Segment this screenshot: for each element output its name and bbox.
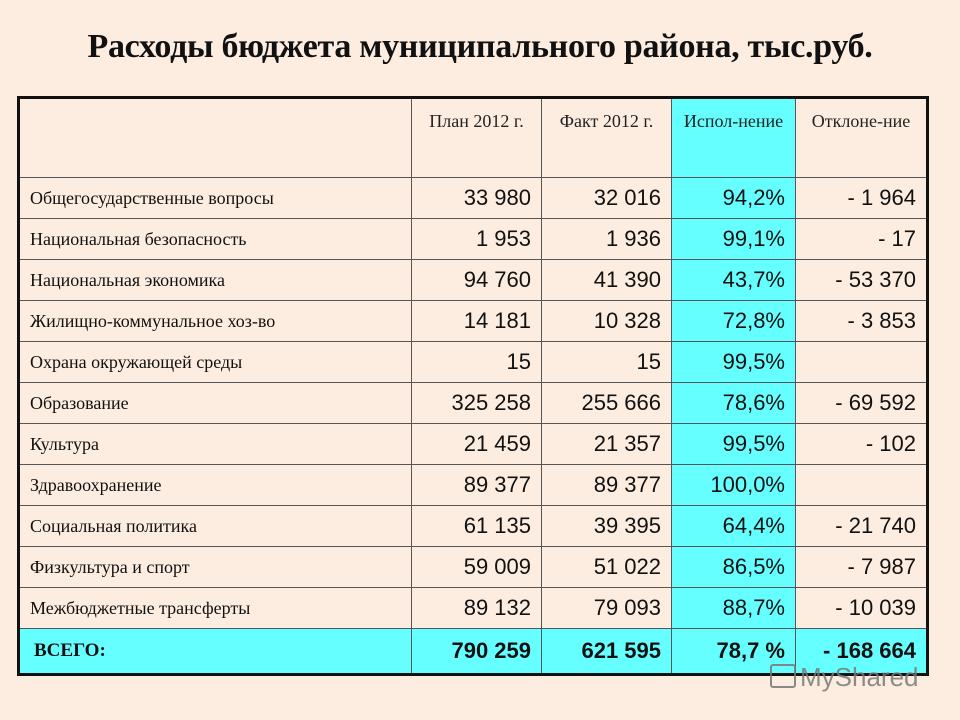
table-row: Культура 21 459 21 357 99,5% - 102 — [18, 423, 928, 465]
header-dev: Отклоне-ние — [795, 97, 928, 178]
row-label: Здравоохранение — [18, 464, 412, 506]
cell-dev: - 3 853 — [795, 300, 928, 342]
cell-plan: 1 953 — [411, 218, 542, 260]
row-label: Культура — [18, 423, 412, 465]
cell-exec: 94,2% — [671, 177, 796, 219]
cell-fact: 1 936 — [541, 218, 672, 260]
cell-fact: 255 666 — [541, 382, 672, 424]
total-exec: 78,7 % — [671, 628, 796, 675]
cell-fact: 32 016 — [541, 177, 672, 219]
page-title: Расходы бюджета муниципального района, т… — [87, 28, 873, 65]
row-label: Жилищно-коммунальное хоз-во — [18, 300, 412, 342]
cell-plan: 89 132 — [411, 587, 542, 629]
cell-fact: 21 357 — [541, 423, 672, 465]
cell-plan: 14 181 — [411, 300, 542, 342]
cell-dev: - 17 — [795, 218, 928, 260]
cell-fact: 51 022 — [541, 546, 672, 588]
table-row: Физкультура и спорт 59 009 51 022 86,5% - 7 … — [18, 546, 928, 588]
table-row: Национальная безопасность 1 953 1 936 99,1%… — [18, 218, 928, 260]
budget-table: План 2012 г. Факт 2012 г. Испол-нение От… — [17, 96, 929, 676]
cell-plan: 325 258 — [411, 382, 542, 424]
cell-dev: - 7 987 — [795, 546, 928, 588]
header-plan: План 2012 г. — [411, 97, 542, 178]
watermark: MyShared — [770, 662, 919, 693]
cell-exec: 78,6% — [671, 382, 796, 424]
row-label: Физкультура и спорт — [18, 546, 412, 588]
cell-dev — [795, 341, 928, 383]
table-row: Образование 325 258 255 666 78,6% - 69 592 — [18, 382, 928, 424]
row-label: Социальная политика — [18, 505, 412, 547]
cell-plan: 33 980 — [411, 177, 542, 219]
cell-exec: 64,4% — [671, 505, 796, 547]
cell-plan: 94 760 — [411, 259, 542, 301]
total-dev: - 168 664 — [795, 628, 928, 675]
row-label: Национальная безопасность — [18, 218, 412, 260]
cell-plan: 21 459 — [411, 423, 542, 465]
table-row: Социальная политика 61 135 39 395 64,4% - 21… — [18, 505, 928, 547]
header-exec: Испол-нение — [671, 97, 796, 178]
cell-exec: 100,0% — [671, 464, 796, 506]
header-fact: Факт 2012 г. — [541, 97, 672, 178]
row-label: Национальная экономика — [18, 259, 412, 301]
watermark-text: MyShared — [800, 662, 919, 692]
cell-fact: 79 093 — [541, 587, 672, 629]
table-row: Охрана окружающей среды 15 15 99,5% — [18, 341, 928, 383]
cell-plan: 59 009 — [411, 546, 542, 588]
total-fact: 621 595 — [541, 628, 672, 675]
table-row: Межбюджетные трансферты 89 132 79 093 88,7%… — [18, 587, 928, 629]
cell-exec: 99,5% — [671, 341, 796, 383]
cell-dev: - 53 370 — [795, 259, 928, 301]
row-label: Межбюджетные трансферты — [18, 587, 412, 629]
total-row: ВСЕГО: 790 259 621 595 78,7 % - 168 664 — [18, 628, 928, 675]
cell-exec: 86,5% — [671, 546, 796, 588]
cell-fact: 10 328 — [541, 300, 672, 342]
table-row: Жилищно-коммунальное хоз-во 14 181 10 328 7… — [18, 300, 928, 342]
total-plan: 790 259 — [411, 628, 542, 675]
cell-dev: - 1 964 — [795, 177, 928, 219]
row-label: Общегосударственные вопросы — [18, 177, 412, 219]
table-row: Общегосударственные вопросы 33 980 32 016 9… — [18, 177, 928, 219]
cell-plan: 89 377 — [411, 464, 542, 506]
cell-fact: 15 — [541, 341, 672, 383]
cell-dev — [795, 464, 928, 506]
table-row: Национальная экономика 94 760 41 390 43,7% -… — [18, 259, 928, 301]
cell-dev: - 10 039 — [795, 587, 928, 629]
cell-fact: 41 390 — [541, 259, 672, 301]
cell-exec: 72,8% — [671, 300, 796, 342]
cell-exec: 99,1% — [671, 218, 796, 260]
cell-dev: - 102 — [795, 423, 928, 465]
cell-plan: 61 135 — [411, 505, 542, 547]
cell-fact: 39 395 — [541, 505, 672, 547]
cell-fact: 89 377 — [541, 464, 672, 506]
header-label — [18, 97, 412, 178]
total-label: ВСЕГО: — [18, 628, 412, 675]
cell-plan: 15 — [411, 341, 542, 383]
cell-exec: 43,7% — [671, 259, 796, 301]
row-label: Охрана окружающей среды — [18, 341, 412, 383]
cell-exec: 88,7% — [671, 587, 796, 629]
cell-dev: - 69 592 — [795, 382, 928, 424]
table-row: Здравоохранение 89 377 89 377 100,0% — [18, 464, 928, 506]
cell-dev: - 21 740 — [795, 505, 928, 547]
cell-exec: 99,5% — [671, 423, 796, 465]
presentation-icon — [770, 664, 796, 688]
table-header-row: План 2012 г. Факт 2012 г. Испол-нение От… — [18, 97, 928, 178]
row-label: Образование — [18, 382, 412, 424]
